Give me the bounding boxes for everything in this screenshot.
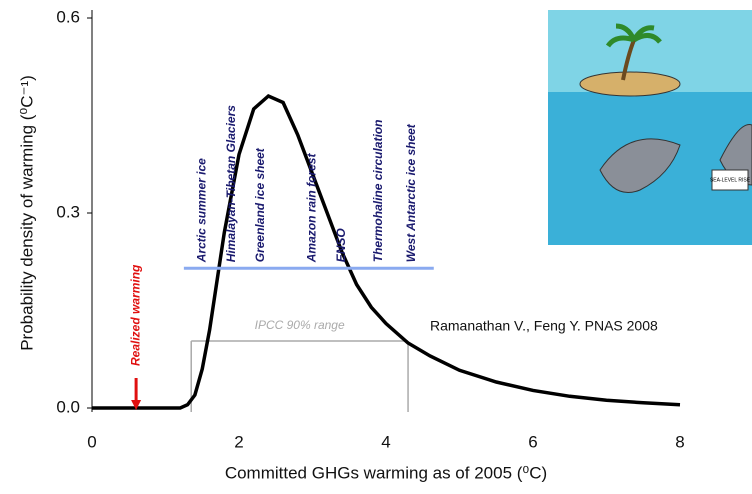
impact-label: Greenland ice sheet <box>253 147 267 262</box>
x-tick-label: 0 <box>87 432 96 451</box>
impact-label: Thermohaline circulation <box>371 120 385 263</box>
impact-label: Arctic summer ice <box>194 158 208 263</box>
y-tick-label: 0.3 <box>56 202 80 221</box>
x-tick-label: 4 <box>381 432 390 451</box>
impact-label: Amazon rain forest <box>305 153 319 264</box>
chart: SEA-LEVEL RISE Probability density of wa… <box>0 0 752 494</box>
x-axis-title: Committed GHGs warming as of 2005 (⁰C) <box>225 463 547 482</box>
y-axis-title: Probability density of warming (⁰C⁻¹) <box>17 75 36 351</box>
cartoon-sign: SEA-LEVEL RISE <box>710 177 751 183</box>
x-tick-label: 2 <box>234 432 243 451</box>
y-tick-label: 0.0 <box>56 397 80 416</box>
cartoon: SEA-LEVEL RISE <box>548 10 752 245</box>
x-tick-label: 8 <box>675 432 684 451</box>
impact-label: ENSO <box>334 228 348 263</box>
impact-label: Himalayan-Tibetan Glaciers <box>224 105 238 263</box>
cartoon-island <box>580 72 680 96</box>
x-tick-label: 6 <box>528 432 537 451</box>
impact-label: West Antarctic ice sheet <box>404 123 418 262</box>
citation: Ramanathan V., Feng Y. PNAS 2008 <box>430 318 658 334</box>
ipcc-label: IPCC 90% range <box>255 318 345 332</box>
y-tick-label: 0.6 <box>56 7 80 26</box>
realized-label: Realized warming <box>128 264 142 366</box>
